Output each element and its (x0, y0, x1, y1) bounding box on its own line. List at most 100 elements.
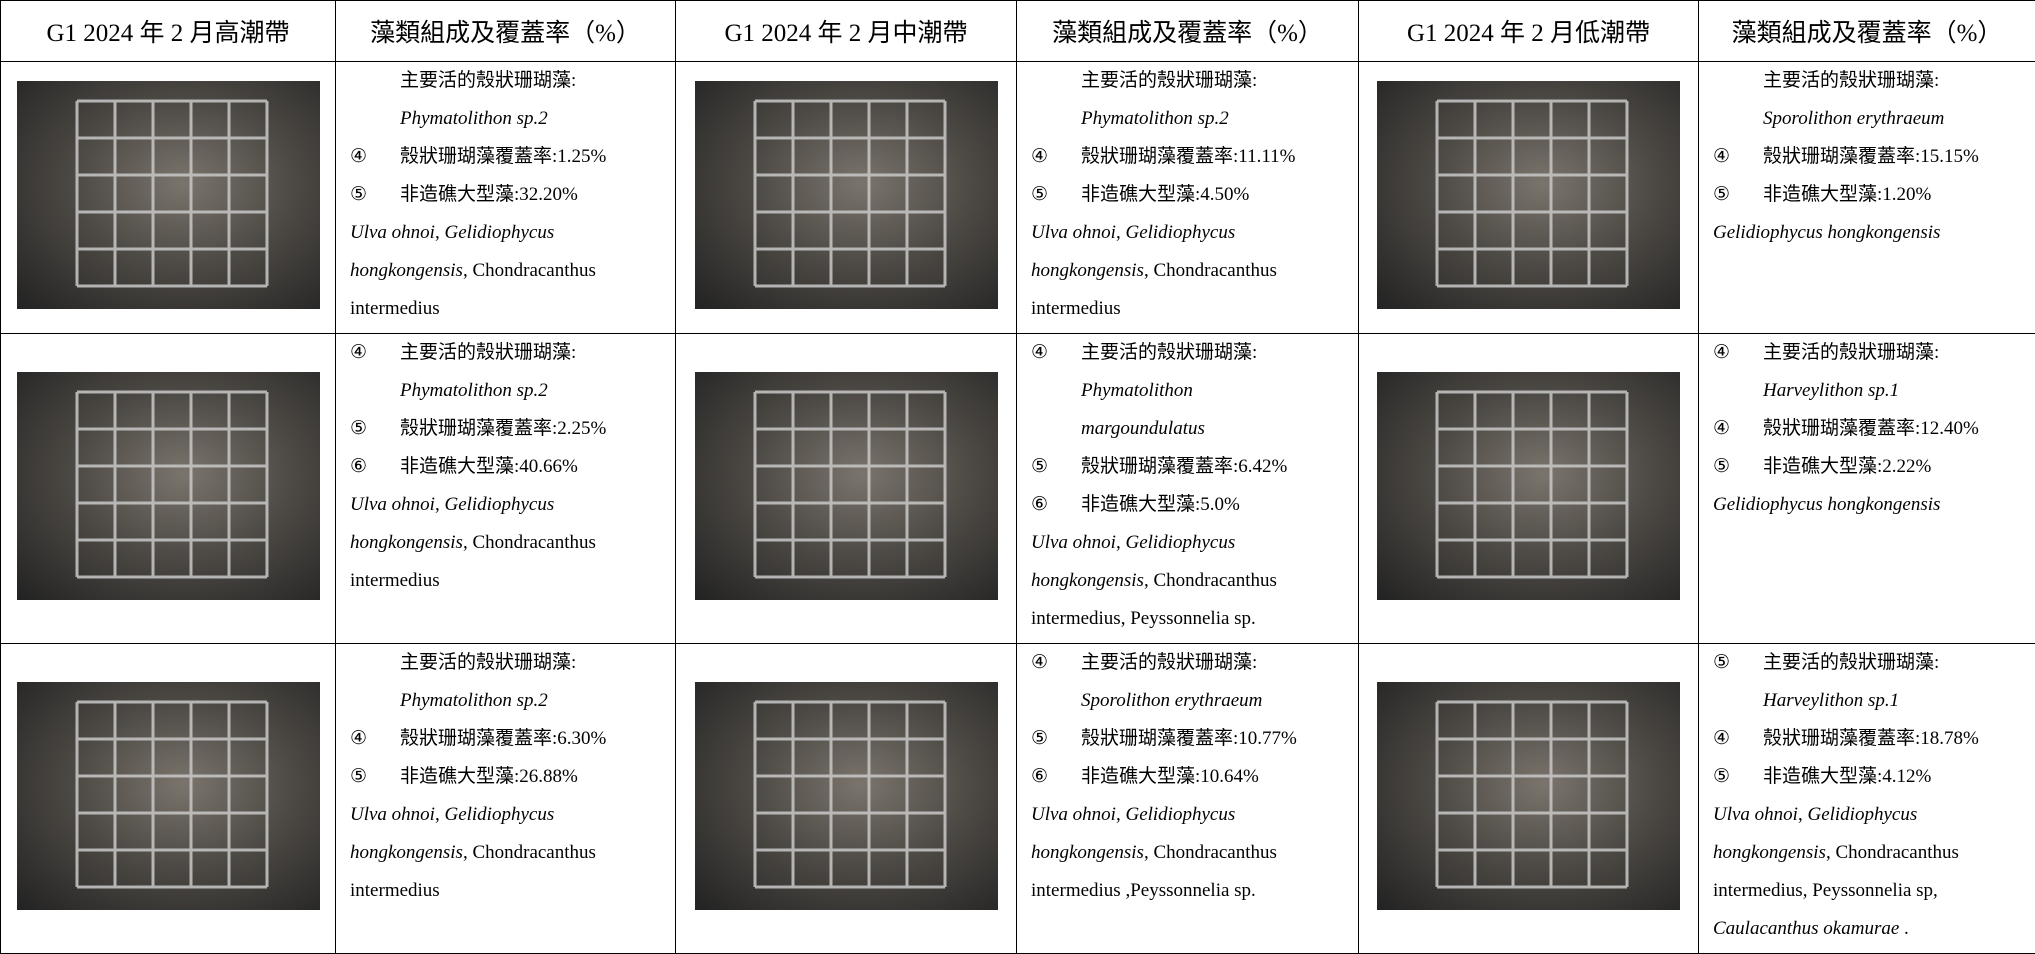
species-line: intermedius (1031, 290, 1352, 328)
species-line: hongkongensis, Chondracanthus (1713, 834, 2029, 872)
item-text: 殼狀珊瑚藻覆蓋率:11.11% (1081, 138, 1295, 176)
list-item: Phymatolithon sp.2 (1031, 100, 1352, 138)
species-name: Gelidiophycus (444, 803, 555, 825)
species-name: Harveylithon sp.1 (1763, 379, 1900, 401)
list-item: 主要活的殼狀珊瑚藻: (1031, 62, 1352, 100)
text-run: , (434, 222, 445, 243)
species-name: Gelidiophycus (1125, 531, 1236, 553)
composition-cell: 主要活的殼狀珊瑚藻: Phymatolithon sp.2 ④ 殼狀珊瑚藻覆蓋率:6.… (335, 642, 676, 954)
item-marker: ⑥ (1031, 493, 1049, 515)
column-header: G1 2024 年 2 月高潮帶 (0, 0, 336, 62)
species-name: Phymatolithon sp.2 (400, 689, 548, 711)
item-text: 非造礁大型藻:5.0% (1081, 486, 1240, 524)
table-row: 主要活的殼狀珊瑚藻: Phymatolithon sp.2 ④ 殼狀珊瑚藻覆蓋率:1.… (0, 61, 2035, 334)
species-name: Caulacanthus okamurae (1713, 917, 1900, 939)
species-name: hongkongensis (350, 841, 463, 863)
item-text: Phymatolithon (1081, 372, 1193, 410)
species-name: hongkongensis (350, 531, 463, 553)
item-marker (1713, 62, 1763, 100)
composition-cell: ④ 主要活的殼狀珊瑚藻: Harveylithon sp.1 ④ 殼狀珊瑚藻覆蓋率:12… (1698, 332, 2035, 644)
species-line: Caulacanthus okamurae . (1713, 910, 2029, 948)
item-marker: ⑤ (350, 184, 368, 205)
composition-cell: 主要活的殼狀珊瑚藻: Phymatolithon sp.2 ④ 殼狀珊瑚藻覆蓋率:11… (1016, 61, 1359, 334)
item-text: 殼狀珊瑚藻覆蓋率:1.25% (400, 138, 606, 176)
species-name: Sporolithon erythraeum (1763, 108, 1945, 129)
text-run: 殼狀珊瑚藻覆蓋率:12.40% (1763, 417, 1979, 439)
item-marker: ⑤ (1031, 727, 1049, 749)
list-item: ⑤ 殼狀珊瑚藻覆蓋率:2.25% (350, 410, 669, 448)
text-run: 主要活的殼狀珊瑚藻: (1081, 70, 1258, 91)
species-line: hongkongensis, Chondracanthus (350, 834, 669, 872)
text-run: 殼狀珊瑚藻覆蓋率:6.30% (400, 727, 607, 749)
species-name: Harveylithon sp.1 (1763, 689, 1900, 711)
item-marker (350, 100, 400, 138)
text-run: 主要活的殼狀珊瑚藻: (1763, 341, 1940, 363)
composition-cell: ④ 主要活的殼狀珊瑚藻: Phymatolithon sp.2 ⑤ 殼狀珊瑚藻覆蓋率:2… (335, 332, 676, 644)
species-line: hongkongensis, Chondracanthus (1031, 834, 1352, 872)
quadrat-photo (1377, 80, 1680, 309)
quadrat-grid (75, 99, 268, 288)
species-name: Phymatolithon sp.2 (400, 379, 548, 401)
table-row: ④ 主要活的殼狀珊瑚藻: Phymatolithon sp.2 ⑤ 殼狀珊瑚藻覆蓋率:2… (0, 332, 2035, 644)
item-marker: ④ (1713, 146, 1731, 167)
text-run: 非造礁大型藻:26.88% (400, 765, 578, 787)
species-name: Ulva ohnoi (1713, 803, 1798, 825)
text-run: 主要活的殼狀珊瑚藻: (1763, 70, 1940, 91)
text-run: 殼狀珊瑚藻覆蓋率:10.77% (1081, 727, 1297, 749)
species-name: hongkongensis (1031, 569, 1144, 591)
list-item: 主要活的殼狀珊瑚藻: (350, 62, 669, 100)
species-line: intermedius, Peyssonnelia sp. (1031, 600, 1352, 638)
quadrat-grid (753, 700, 946, 889)
text-run: , (1797, 803, 1808, 825)
photo-cell (675, 61, 1017, 334)
item-marker (1713, 100, 1763, 138)
list-item: ⑤ 非造礁大型藻:4.50% (1031, 176, 1352, 214)
text-run: , (434, 493, 445, 515)
photo-cell (0, 332, 336, 644)
species-name: Gelidiophycus (1125, 803, 1236, 825)
text-run: , Chondracanthus (1143, 569, 1277, 591)
text-run: , Chondracanthus (462, 531, 596, 553)
quadrat-grid (753, 390, 946, 579)
list-item: 主要活的殼狀珊瑚藻: (350, 644, 669, 682)
item-marker: ④ (350, 146, 368, 167)
composition-cell: ⑤ 主要活的殼狀珊瑚藻: Harveylithon sp.1 ④ 殼狀珊瑚藻覆蓋率:18… (1698, 642, 2035, 954)
table-body: 主要活的殼狀珊瑚藻: Phymatolithon sp.2 ④ 殼狀珊瑚藻覆蓋率:1.… (0, 61, 2035, 954)
item-marker (1031, 100, 1081, 138)
list-item: ⑤ 非造礁大型藻:26.88% (350, 758, 669, 796)
species-name: Ulva ohnoi (350, 803, 435, 825)
text-run: intermedius, Peyssonnelia sp, (1713, 879, 1938, 901)
text-run: intermedius, Peyssonnelia sp. (1031, 607, 1256, 629)
item-marker: ④ (1031, 146, 1049, 167)
text-run: 殼狀珊瑚藻覆蓋率:6.42% (1081, 455, 1288, 477)
column-header: G1 2024 年 2 月中潮帶 (675, 0, 1017, 62)
list-item: ⑤ 非造礁大型藻:32.20% (350, 176, 669, 214)
species-line: Ulva ohnoi, Gelidiophycus (350, 796, 669, 834)
item-marker (1031, 410, 1081, 448)
item-text: Phymatolithon sp.2 (400, 682, 548, 720)
list-item: Phymatolithon (1031, 372, 1352, 410)
text-run: 殼狀珊瑚藻覆蓋率:1.25% (400, 146, 607, 167)
text-run: 主要活的殼狀珊瑚藻: (400, 341, 577, 363)
item-text: 非造礁大型藻:40.66% (400, 448, 578, 486)
list-item: ⑤ 非造礁大型藻:4.12% (1713, 758, 2029, 796)
quadrat-photo (694, 371, 998, 600)
item-text: 主要活的殼狀珊瑚藻: (400, 334, 576, 372)
text-run: 非造礁大型藻:4.50% (1081, 184, 1250, 205)
list-item: ⑤ 殼狀珊瑚藻覆蓋率:10.77% (1031, 720, 1352, 758)
item-marker (1713, 372, 1763, 410)
species-line: hongkongensis, Chondracanthus (1031, 562, 1352, 600)
list-item: ⑤ 殼狀珊瑚藻覆蓋率:6.42% (1031, 448, 1352, 486)
text-run: 主要活的殼狀珊瑚藻: (400, 651, 577, 673)
list-item: ④ 殼狀珊瑚藻覆蓋率:15.15% (1713, 138, 2029, 176)
item-marker (350, 62, 400, 100)
quadrat-photo (16, 681, 320, 910)
composition-cell: ④ 主要活的殼狀珊瑚藻: Sporolithon erythraeum ⑤ 殼狀珊瑚藻覆… (1016, 642, 1359, 954)
list-item: Sporolithon erythraeum (1031, 682, 1352, 720)
species-line: Ulva ohnoi, Gelidiophycus (1031, 524, 1352, 562)
text-run: , Chondracanthus (1825, 841, 1959, 863)
quadrat-grid (1435, 390, 1629, 579)
text-run: 殼狀珊瑚藻覆蓋率:2.25% (400, 417, 607, 439)
species-name: hongkongensis (1031, 260, 1144, 281)
